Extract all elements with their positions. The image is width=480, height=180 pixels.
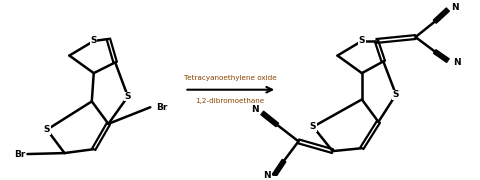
Text: Br: Br xyxy=(156,103,168,112)
Text: S: S xyxy=(91,37,97,46)
Text: S: S xyxy=(44,125,50,134)
Text: Tetracyanoethylene oxide: Tetracyanoethylene oxide xyxy=(184,75,276,81)
Text: N: N xyxy=(451,3,458,12)
Text: Br: Br xyxy=(14,150,25,159)
Text: N: N xyxy=(264,171,271,180)
Text: 1,2-dibromoethane: 1,2-dibromoethane xyxy=(196,98,265,104)
Text: N: N xyxy=(453,58,460,67)
Text: S: S xyxy=(359,37,365,46)
Text: S: S xyxy=(125,92,131,101)
Text: N: N xyxy=(251,105,258,114)
Text: S: S xyxy=(310,122,316,131)
Text: S: S xyxy=(393,90,399,99)
